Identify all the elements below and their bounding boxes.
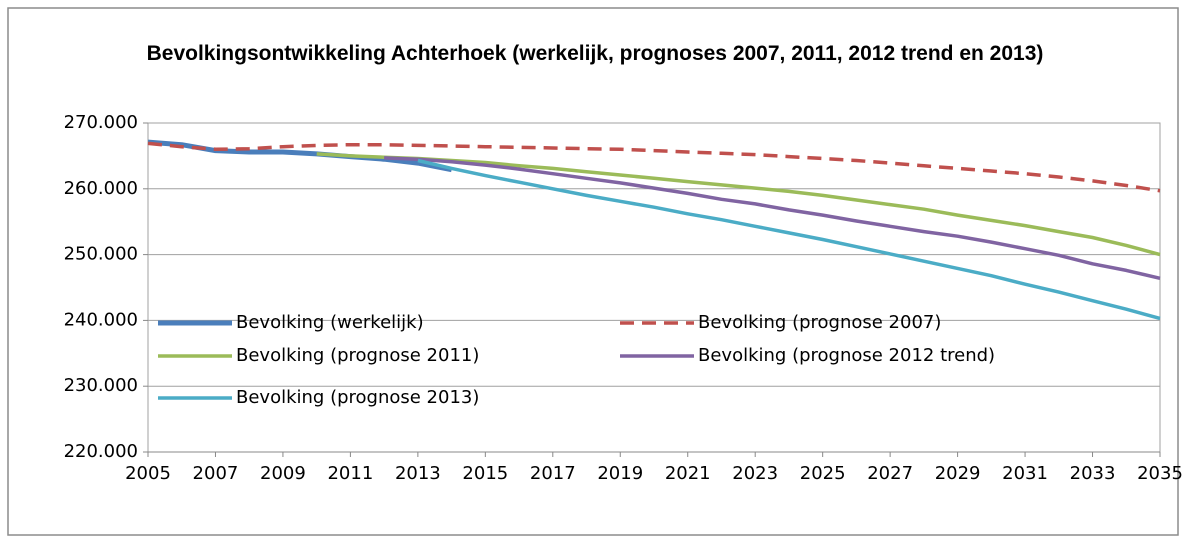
- series-line: [147, 141, 1161, 193]
- series-line: [417, 158, 1161, 321]
- x-tick-label: 2017: [530, 463, 576, 484]
- chart-title: Bevolkingsontwikkeling Achterhoek (werke…: [146, 42, 1044, 65]
- x-tick-label: 2021: [665, 463, 711, 484]
- x-tick-label: 2035: [1137, 463, 1183, 484]
- y-tick-label: 220.000: [64, 441, 138, 462]
- x-tick-label: 2009: [260, 463, 306, 484]
- x-tick-label: 2027: [867, 463, 913, 484]
- x-tick-label: 2005: [125, 463, 171, 484]
- y-tick-label: 260.000: [64, 178, 138, 199]
- legend-label: Bevolking (prognose 2013): [236, 387, 479, 408]
- legend-label: Bevolking (prognose 2012 trend): [698, 345, 995, 366]
- x-tick-label: 2015: [462, 463, 508, 484]
- series-line: [384, 156, 1161, 281]
- x-tick-label: 2029: [935, 463, 981, 484]
- x-tick-label: 2023: [732, 463, 778, 484]
- x-tick-label: 2025: [800, 463, 846, 484]
- legend-label: Bevolking (prognose 2007): [698, 312, 941, 333]
- x-tick-label: 2007: [193, 463, 239, 484]
- x-tick-label: 2013: [395, 463, 441, 484]
- legend-label: Bevolking (werkelijk): [236, 312, 424, 333]
- y-tick-label: 250.000: [64, 244, 138, 265]
- x-tick-label: 2033: [1070, 463, 1116, 484]
- legend-label: Bevolking (prognose 2011): [236, 345, 479, 366]
- x-tick-label: 2019: [597, 463, 643, 484]
- y-tick-label: 270.000: [64, 112, 138, 133]
- y-tick-label: 240.000: [64, 309, 138, 330]
- x-tick-label: 2011: [327, 463, 373, 484]
- y-tick-label: 230.000: [64, 375, 138, 396]
- x-tick-label: 2031: [1002, 463, 1048, 484]
